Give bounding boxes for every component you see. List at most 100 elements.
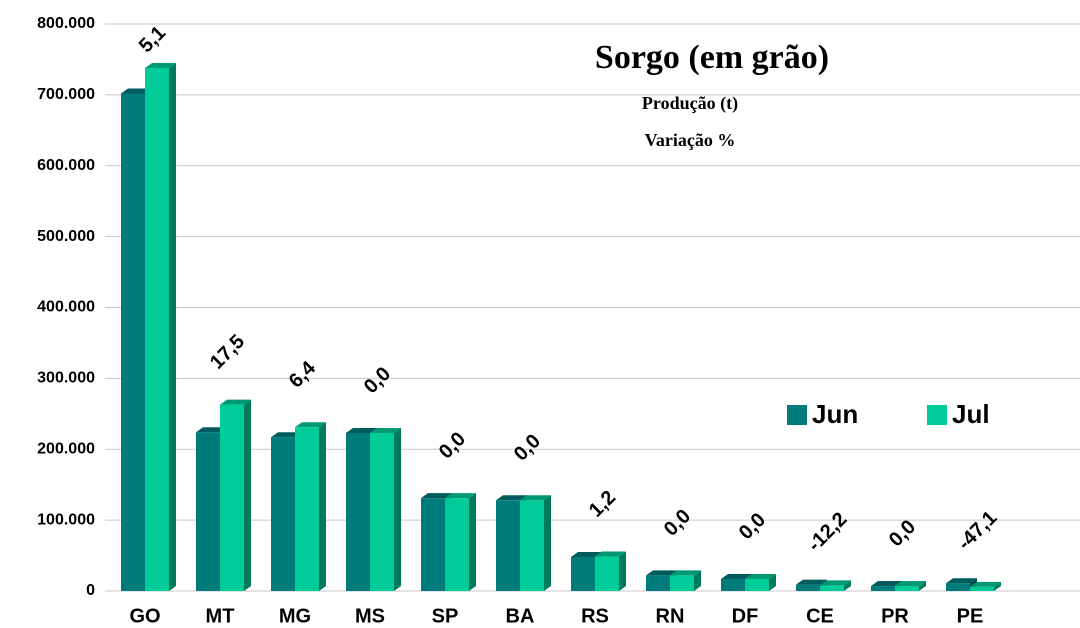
bar	[271, 437, 295, 591]
bar-top	[871, 581, 902, 587]
bar	[295, 427, 319, 591]
bar	[196, 432, 220, 591]
x-tick-label: MT	[206, 605, 235, 627]
data-label: 0,0	[360, 363, 395, 398]
data-label: 17,5	[206, 331, 249, 374]
bar-side	[319, 422, 326, 591]
x-tick-label: BA	[506, 605, 535, 627]
bar	[970, 586, 994, 591]
bar	[871, 586, 895, 591]
bar-top	[595, 551, 626, 557]
bar	[820, 585, 844, 591]
bar	[220, 404, 244, 591]
data-label: 0,0	[885, 516, 920, 551]
bar-top	[346, 427, 377, 433]
bar	[121, 93, 145, 592]
y-tick-label: 600.000	[37, 157, 95, 174]
bar	[571, 556, 595, 591]
bar-top	[445, 493, 476, 499]
bar-side	[694, 570, 701, 591]
bar	[745, 578, 769, 591]
x-tick-label: SP	[432, 605, 459, 627]
bar-side	[169, 62, 176, 591]
bar-side	[244, 399, 251, 591]
bar-side	[469, 493, 476, 591]
bar-top	[820, 580, 851, 586]
bar-side	[544, 495, 551, 591]
x-tick-label: CE	[806, 605, 834, 627]
bar-top	[121, 88, 152, 94]
chart-title: Sorgo (em grão)	[595, 39, 829, 76]
bar-top	[970, 581, 1001, 587]
bar-top	[196, 427, 227, 433]
bar-top	[796, 579, 827, 585]
bar-side	[394, 427, 401, 591]
bar	[370, 432, 394, 591]
x-tick-label: PE	[957, 605, 984, 627]
legend-swatch	[927, 405, 947, 425]
bar-side	[844, 580, 851, 591]
bar-side	[919, 581, 926, 591]
data-label: 0,0	[735, 509, 770, 544]
bar-top	[895, 581, 926, 587]
x-tick-label: GO	[129, 605, 160, 627]
bar	[721, 578, 745, 591]
bar-side	[994, 581, 1001, 591]
legend-swatch	[787, 405, 807, 425]
subtitle: Variação %	[645, 130, 736, 150]
y-tick-label: 700.000	[37, 86, 95, 103]
bar	[496, 500, 520, 591]
bar-top	[571, 551, 602, 557]
x-tick-label: RN	[656, 605, 685, 627]
y-tick-label: 100.000	[37, 511, 95, 528]
bar-top	[496, 495, 527, 501]
x-tick-label: MS	[355, 605, 385, 627]
data-label: -12,2	[804, 508, 852, 556]
data-label: 0,0	[510, 430, 545, 465]
bar-top	[646, 570, 677, 576]
bar	[346, 432, 370, 591]
bar-side	[619, 551, 626, 591]
data-label: 1,2	[585, 486, 620, 521]
y-tick-label: 200.000	[37, 440, 95, 457]
bar-side	[769, 573, 776, 591]
data-label: 6,4	[285, 357, 321, 393]
x-tick-label: MG	[279, 605, 311, 627]
bar	[796, 584, 820, 591]
bar	[421, 498, 445, 591]
bar	[445, 498, 469, 591]
bar-top	[271, 432, 302, 438]
y-tick-label: 800.000	[37, 15, 95, 32]
y-tick-label: 300.000	[37, 370, 95, 387]
y-tick-label: 400.000	[37, 299, 95, 316]
legend-label: Jun	[812, 399, 858, 429]
bar	[595, 556, 619, 591]
y-tick-label: 500.000	[37, 228, 95, 245]
bar	[145, 67, 169, 591]
bar	[946, 583, 970, 591]
data-label: 0,0	[660, 505, 695, 540]
data-label: 0,0	[435, 428, 470, 463]
bar	[670, 575, 694, 591]
bar-top	[220, 399, 251, 405]
bar-top	[145, 62, 176, 68]
x-tick-label: PR	[881, 605, 909, 627]
data-label: 5,1	[135, 22, 170, 57]
legend-label: Jul	[952, 399, 990, 429]
bar-top	[295, 422, 326, 428]
subtitle: Produção (t)	[642, 93, 738, 114]
x-tick-label: DF	[732, 605, 759, 627]
x-tick-label: RS	[581, 605, 609, 627]
bar	[520, 500, 544, 591]
bar-top	[946, 578, 977, 584]
bar-top	[745, 573, 776, 579]
bar-top	[370, 427, 401, 433]
data-label: -47,1	[954, 507, 1002, 555]
bar-top	[721, 573, 752, 579]
y-tick-label: 0	[86, 582, 95, 599]
bar-top	[520, 495, 551, 501]
bar	[646, 575, 670, 591]
bar	[895, 586, 919, 591]
bar-top	[670, 570, 701, 576]
